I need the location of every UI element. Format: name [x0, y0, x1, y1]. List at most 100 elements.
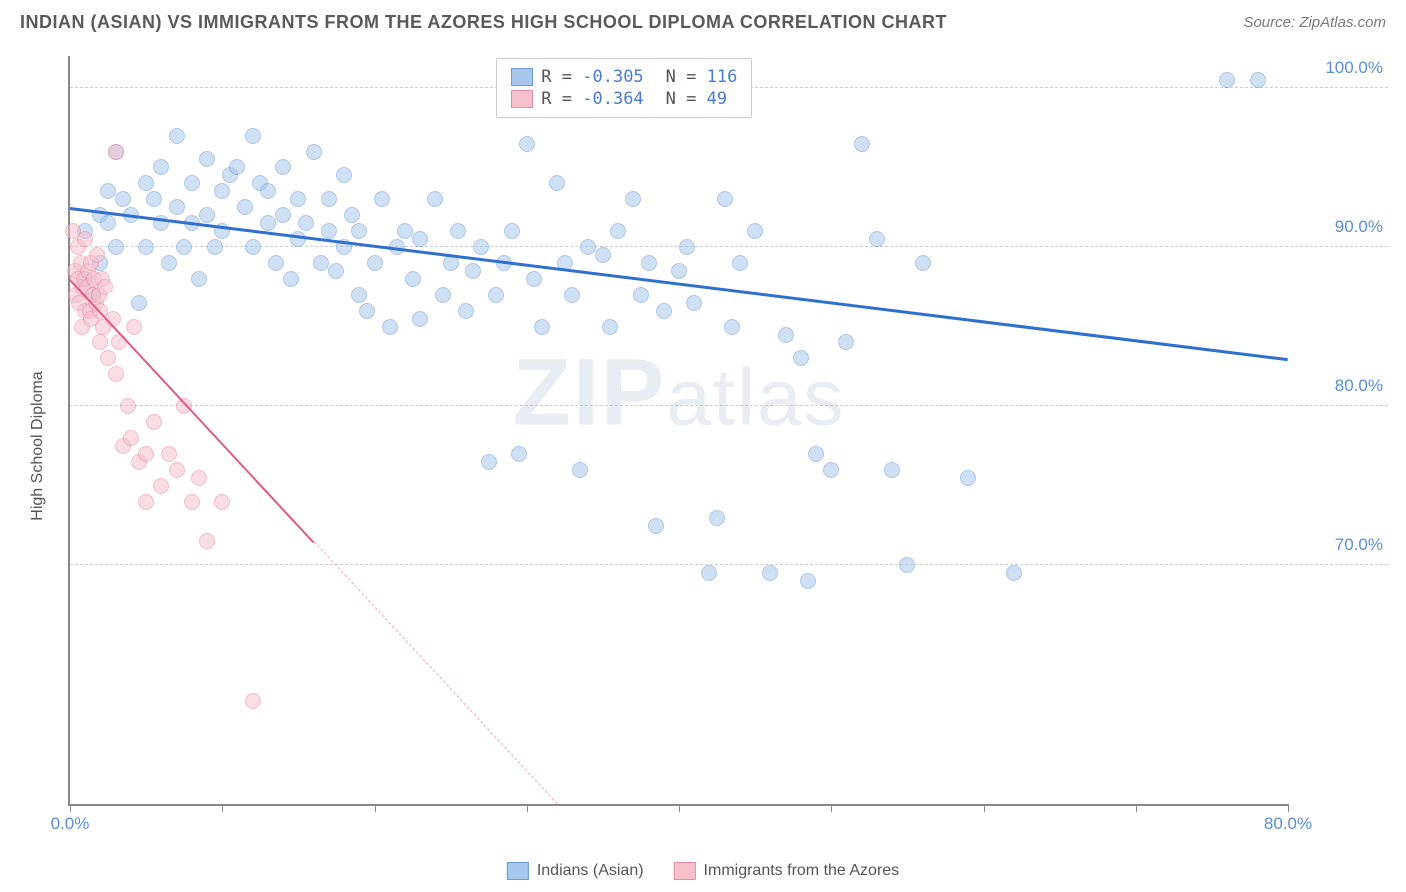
data-point	[397, 223, 413, 239]
data-point	[146, 414, 162, 430]
legend-stat-row: R = -0.364N = 49	[511, 89, 737, 109]
data-point	[724, 319, 740, 335]
x-tick	[222, 804, 223, 812]
data-point	[960, 470, 976, 486]
data-point	[854, 136, 870, 152]
legend-item: Immigrants from the Azores	[674, 862, 900, 880]
data-point	[97, 279, 113, 295]
trend-line	[70, 207, 1288, 361]
data-point	[115, 191, 131, 207]
data-point	[138, 446, 154, 462]
data-point	[131, 295, 147, 311]
gridline	[70, 405, 1388, 406]
x-tick	[1288, 804, 1289, 812]
data-point	[169, 462, 185, 478]
data-point	[481, 454, 497, 470]
data-point	[268, 255, 284, 271]
data-point	[214, 183, 230, 199]
data-point	[412, 231, 428, 247]
x-tick	[70, 804, 71, 812]
x-tick	[679, 804, 680, 812]
y-tick-label: 70.0%	[1293, 535, 1383, 555]
legend-swatch	[511, 68, 533, 86]
data-point	[717, 191, 733, 207]
data-point	[610, 223, 626, 239]
data-point	[747, 223, 763, 239]
data-point	[161, 446, 177, 462]
data-point	[382, 319, 398, 335]
data-point	[534, 319, 550, 335]
chart-title: INDIAN (ASIAN) VS IMMIGRANTS FROM THE AZ…	[20, 12, 947, 33]
data-point	[435, 287, 451, 303]
legend-n: N = 49	[666, 89, 727, 109]
data-point	[108, 239, 124, 255]
legend-bottom: Indians (Asian) Immigrants from the Azore…	[507, 862, 899, 880]
data-point	[519, 136, 535, 152]
data-point	[580, 239, 596, 255]
data-point	[191, 271, 207, 287]
data-point	[336, 167, 352, 183]
data-point	[123, 430, 139, 446]
plot-area: ZIPatlas R = -0.305N = 116R = -0.364N = …	[68, 56, 1288, 806]
data-point	[100, 350, 116, 366]
data-point	[214, 494, 230, 510]
data-point	[199, 151, 215, 167]
data-point	[169, 128, 185, 144]
data-point	[283, 271, 299, 287]
data-point	[351, 223, 367, 239]
data-point	[321, 223, 337, 239]
data-point	[191, 470, 207, 486]
legend-item: Indians (Asian)	[507, 862, 644, 880]
data-point	[306, 144, 322, 160]
data-point	[778, 327, 794, 343]
data-point	[161, 255, 177, 271]
data-point	[184, 494, 200, 510]
gridline	[70, 246, 1388, 247]
data-point	[549, 175, 565, 191]
data-point	[207, 239, 223, 255]
data-point	[458, 303, 474, 319]
data-point	[823, 462, 839, 478]
data-point	[595, 247, 611, 263]
data-point	[138, 494, 154, 510]
data-point	[602, 319, 618, 335]
data-point	[108, 366, 124, 382]
data-point	[686, 295, 702, 311]
x-tick	[527, 804, 528, 812]
gridline	[70, 564, 1388, 565]
legend-swatch	[674, 862, 696, 880]
data-point	[260, 215, 276, 231]
data-point	[367, 255, 383, 271]
data-point	[656, 303, 672, 319]
data-point	[412, 311, 428, 327]
data-point	[176, 239, 192, 255]
data-point	[679, 239, 695, 255]
data-point	[146, 191, 162, 207]
trend-line	[313, 542, 557, 805]
data-point	[138, 239, 154, 255]
y-tick-label: 80.0%	[1293, 376, 1383, 396]
data-point	[793, 350, 809, 366]
data-point	[762, 565, 778, 581]
x-tick	[1136, 804, 1137, 812]
data-point	[511, 446, 527, 462]
legend-stats-box: R = -0.305N = 116R = -0.364N = 49	[496, 58, 752, 118]
data-point	[77, 231, 93, 247]
data-point	[450, 223, 466, 239]
data-point	[899, 557, 915, 573]
data-point	[153, 159, 169, 175]
y-tick-label: 100.0%	[1293, 58, 1383, 78]
data-point	[100, 215, 116, 231]
data-point	[176, 398, 192, 414]
data-point	[328, 263, 344, 279]
data-point	[313, 255, 329, 271]
data-point	[321, 191, 337, 207]
data-point	[625, 191, 641, 207]
data-point	[374, 191, 390, 207]
data-point	[92, 334, 108, 350]
data-point	[427, 191, 443, 207]
watermark-zip: ZIP	[513, 339, 667, 445]
data-point	[245, 128, 261, 144]
data-point	[732, 255, 748, 271]
data-point	[153, 478, 169, 494]
